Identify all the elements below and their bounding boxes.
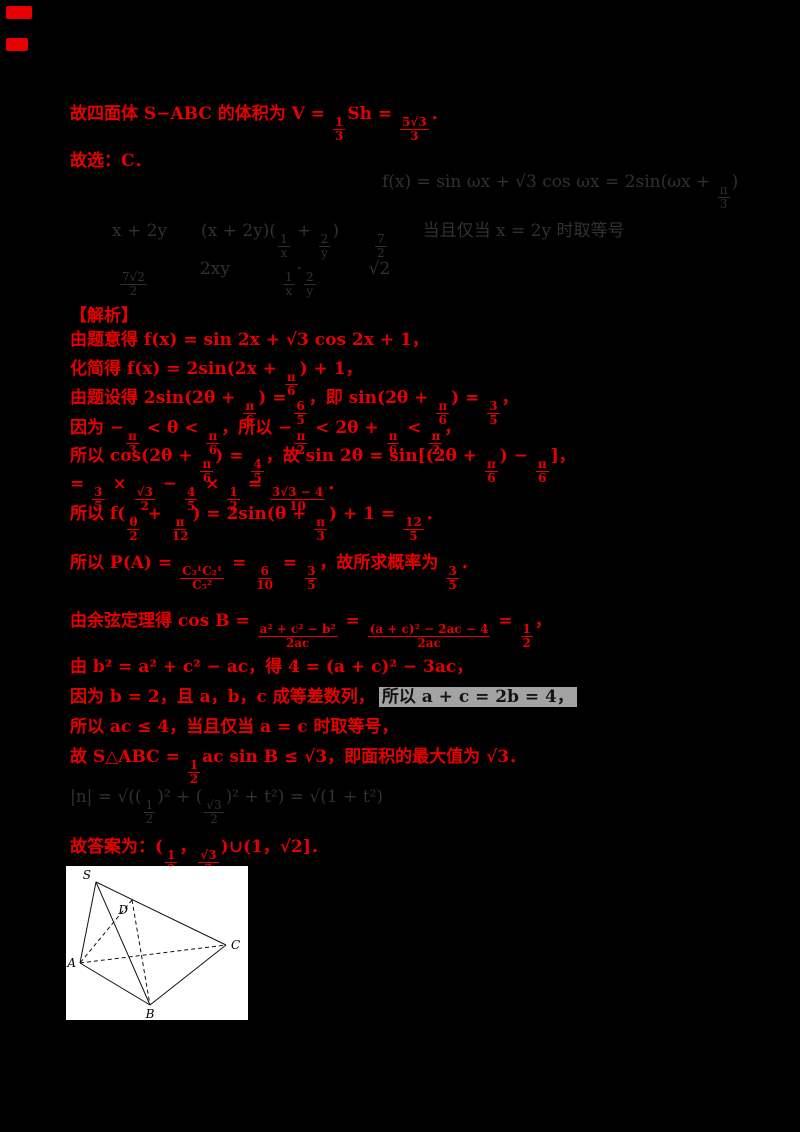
formula-line-3: 7√2 2 2xy 1 x · 2 y √2 [120, 259, 391, 299]
edge-sc [95, 881, 227, 946]
final-answer-line: 故答案为：(12，√32)∪(1，√2]． [70, 837, 328, 876]
vertex-label-c: C [231, 938, 240, 952]
red-artifact-1 [6, 6, 32, 19]
highlighted-text: 所以 a + c = 2b = 4， [378, 687, 577, 707]
edge-sa [79, 881, 97, 964]
vertex-label-s: S [83, 868, 91, 882]
solution-line-7: 所以 f(θ 2 + π 12) = 2sin(θ + π 3) + 1 = 12 5 ． [70, 504, 443, 544]
solution-line-2: 化简得 f(x) = 2sin(2x + π 6) + 1， [70, 359, 363, 399]
solution-line-11: 因为 b = 2，且 a，b，c 成等差数列， 所以 a + c = 2b = 4… [70, 686, 577, 708]
edge-ac-dashed [79, 944, 227, 964]
vertex-label-a: A [66, 956, 76, 970]
formula-line-4: |n| = √((1 2)² + (√3 2)² + t²) = √(1 + t²) [70, 787, 384, 827]
pyramid-figure: S D C A B [66, 868, 240, 1020]
solution-line-12: 所以 ac ≤ 4，当且仅当 a = c 时取等号， [70, 717, 399, 737]
vertex-label-d: D [117, 903, 128, 917]
edge-ab [79, 962, 151, 1006]
analysis-heading: 【解析】 [70, 306, 138, 326]
solution-line-5: 所以 cos(2θ + π 6) = 4 5 ，故 sin 2θ = sin[(2θ … [70, 446, 576, 486]
solution-line-1: 由题意得 f(x) = sin 2x + √3 cos 2x + 1， [70, 330, 429, 350]
red-artifact-2 [6, 38, 28, 51]
solution-line-0: 故四面体 S−ABC 的体积为 V = 1 3 Sh = 5√3 3 ． [70, 104, 448, 144]
figure-panel: S D C A B [66, 866, 248, 1020]
solution-line-10: 由 b² = a² + c² − ac，得 4 = (a + c)² − 3ac… [70, 657, 474, 677]
solution-line-3: 由题设得 2sin(2θ + π 6) = 6 5 ，即 sin(2θ + π 6) =… [70, 388, 519, 428]
edge-bc [149, 944, 227, 1006]
edge-db-dashed [131, 899, 151, 1006]
solution-text: 因为 b = 2，且 a，b，c 成等差数列， [70, 687, 375, 707]
solution-line-9: 由余弦定理得 cos B = a² + c² − b² 2ac = (a + c)… [70, 611, 552, 651]
edge-sb [95, 881, 151, 1006]
solution-line-13: 故 S△ABC = 1 2 ac sin B ≤ √3，即面积的最大值为 √3． [70, 747, 527, 787]
answer-choice-line: 故选：C． [70, 151, 152, 171]
vertex-label-b: B [145, 1007, 155, 1020]
